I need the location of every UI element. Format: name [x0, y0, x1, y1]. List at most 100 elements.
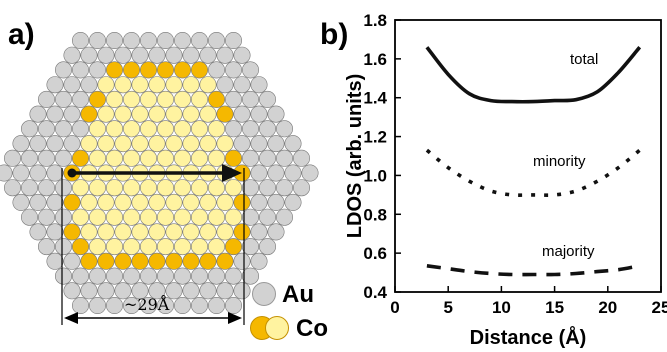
- atom: [131, 105, 149, 123]
- x-tick-label: 25: [652, 298, 667, 317]
- atom: [225, 90, 243, 108]
- atom: [267, 193, 285, 211]
- atom: [275, 208, 293, 226]
- atom: [258, 120, 276, 138]
- atom: [4, 179, 21, 197]
- atom: [63, 223, 81, 241]
- series-line-minority: [425, 148, 641, 197]
- y-tick-label: 1.8: [363, 11, 387, 30]
- atom: [114, 282, 132, 300]
- atom: [250, 223, 268, 241]
- atom: [148, 105, 166, 123]
- atom: [114, 105, 132, 123]
- y-axis-ticks: 0.4 0.6 0.8 1.0 1.2 1.4 1.6 1.8: [363, 11, 401, 302]
- atom: [89, 120, 107, 138]
- atom: [174, 267, 192, 285]
- atom: [89, 149, 107, 167]
- atom: [37, 120, 55, 138]
- atom: [165, 252, 183, 270]
- atom: [97, 282, 115, 300]
- atom: [174, 31, 192, 49]
- atom: [89, 238, 107, 256]
- atom: [225, 31, 243, 49]
- atom: [157, 296, 175, 314]
- x-axis-title: Distance (Å): [470, 325, 587, 349]
- atom: [106, 179, 124, 197]
- atom: [106, 90, 124, 108]
- atom: [37, 179, 55, 197]
- atom: [114, 223, 132, 241]
- atom: [174, 179, 192, 197]
- x-tick-label: 15: [545, 298, 564, 317]
- atom: [89, 296, 107, 314]
- atom: [148, 252, 166, 270]
- atom: [242, 238, 260, 256]
- atom: [182, 252, 200, 270]
- atom: [72, 90, 90, 108]
- atom: [174, 208, 192, 226]
- atom: [140, 208, 158, 226]
- atom: [208, 31, 226, 49]
- atom: [174, 61, 192, 79]
- atom: [46, 135, 64, 153]
- atom: [250, 105, 268, 123]
- atom: [89, 208, 107, 226]
- atom: [216, 46, 234, 64]
- atom: [97, 76, 115, 94]
- atom: [242, 208, 260, 226]
- series-line-majority: [426, 264, 641, 277]
- atom: [37, 90, 55, 108]
- atom: [114, 135, 132, 153]
- atom: [250, 193, 268, 211]
- atom: [29, 193, 47, 211]
- atom: [54, 179, 72, 197]
- atom: [63, 193, 81, 211]
- atom: [301, 164, 319, 182]
- atom: [182, 76, 200, 94]
- atom: [199, 105, 217, 123]
- y-tick-label: 1.2: [363, 128, 387, 147]
- atom: [72, 149, 90, 167]
- legend-co-label: Co: [296, 315, 328, 342]
- x-tick-label: 10: [492, 298, 511, 317]
- atom: [174, 296, 192, 314]
- atom: [225, 208, 243, 226]
- atom: [140, 267, 158, 285]
- atom: [174, 120, 192, 138]
- atom: [114, 193, 132, 211]
- atom: [140, 31, 158, 49]
- atom: [46, 252, 64, 270]
- y-tick-label: 1.0: [363, 166, 387, 185]
- atom: [148, 76, 166, 94]
- atom: [89, 90, 107, 108]
- atom: [157, 238, 175, 256]
- atom: [157, 61, 175, 79]
- atom: [216, 252, 234, 270]
- legend-au: Au: [252, 281, 314, 308]
- atom: [37, 149, 55, 167]
- atom: [80, 252, 98, 270]
- atom: [140, 296, 158, 314]
- atom: [4, 149, 21, 167]
- atom: [242, 179, 260, 197]
- series-label-majority: majority: [542, 243, 595, 260]
- panel-a-label: a): [8, 18, 35, 51]
- atom: [191, 149, 209, 167]
- atom: [242, 267, 260, 285]
- atom: [174, 90, 192, 108]
- atom: [89, 31, 107, 49]
- atom: [97, 252, 115, 270]
- atom: [131, 46, 149, 64]
- atom: [63, 46, 81, 64]
- atom: [72, 31, 90, 49]
- atom: [72, 179, 90, 197]
- atom: [225, 61, 243, 79]
- atom: [191, 31, 209, 49]
- series-label-minority: minority: [533, 153, 586, 170]
- atom: [216, 223, 234, 241]
- atom: [258, 238, 276, 256]
- y-tick-label: 0.4: [363, 283, 387, 302]
- x-axis-ticks: 0 5 10 15 20 25: [390, 286, 667, 317]
- atom: [182, 135, 200, 153]
- atom: [233, 46, 251, 64]
